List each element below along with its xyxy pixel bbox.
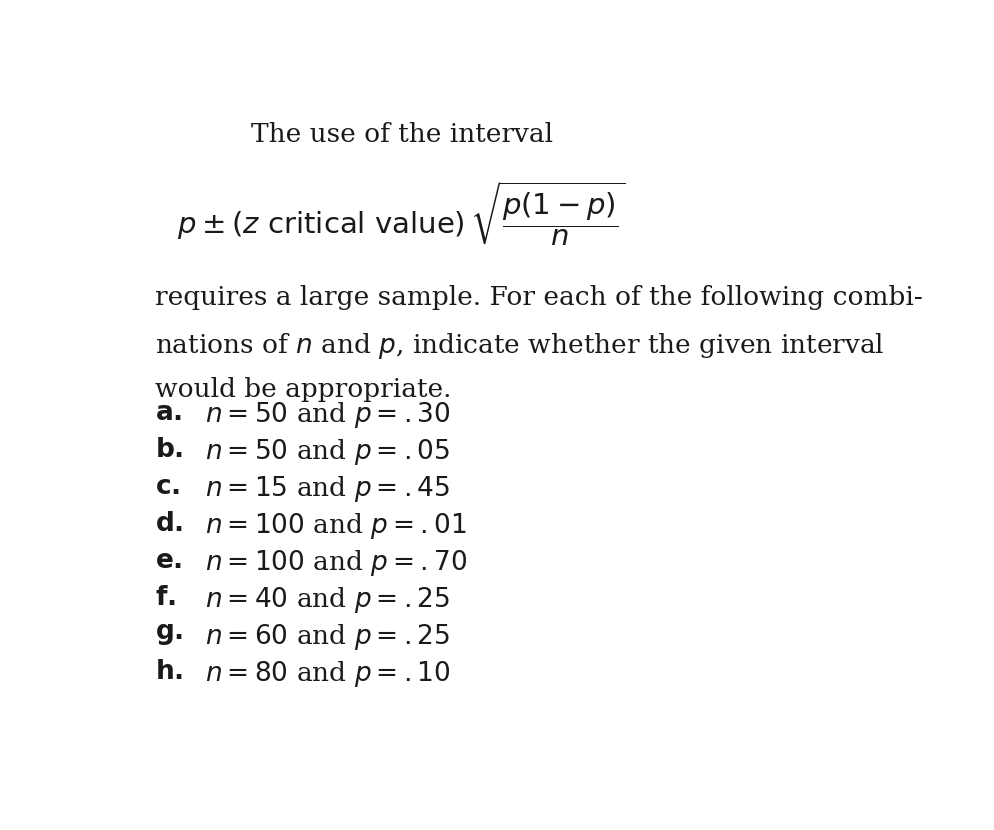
Text: $n = 40$ and $p = .25$: $n = 40$ and $p = .25$ bbox=[205, 585, 450, 615]
Text: $p \pm (z\ \mathrm{critical\ value})\,\sqrt{\dfrac{p(1-p)}{n}}$: $p \pm (z\ \mathrm{critical\ value})\,\s… bbox=[177, 179, 626, 249]
Text: $\mathbf{d.}$: $\mathbf{d.}$ bbox=[155, 511, 183, 536]
Text: $n = 15$ and $p = .45$: $n = 15$ and $p = .45$ bbox=[205, 474, 450, 504]
Text: $n = 60$ and $p = .25$: $n = 60$ and $p = .25$ bbox=[205, 622, 450, 652]
Text: $\mathbf{c.}$: $\mathbf{c.}$ bbox=[155, 474, 180, 499]
Text: $n = 100$ and $p = .01$: $n = 100$ and $p = .01$ bbox=[205, 511, 467, 541]
Text: $\mathbf{g.}$: $\mathbf{g.}$ bbox=[155, 622, 183, 647]
Text: requires a large sample. For each of the following combi-: requires a large sample. For each of the… bbox=[155, 285, 922, 310]
Text: would be appropriate.: would be appropriate. bbox=[155, 377, 451, 402]
Text: $\mathbf{b.}$: $\mathbf{b.}$ bbox=[155, 437, 183, 462]
Text: $\mathbf{a.}$: $\mathbf{a.}$ bbox=[155, 400, 182, 425]
Text: $\mathbf{f.}$: $\mathbf{f.}$ bbox=[155, 585, 176, 610]
Text: $n = 80$ and $p = .10$: $n = 80$ and $p = .10$ bbox=[205, 660, 450, 690]
Text: $n = 50$ and $p = .30$: $n = 50$ and $p = .30$ bbox=[205, 400, 450, 430]
Text: nations of $n$ and $p$, indicate whether the given interval: nations of $n$ and $p$, indicate whether… bbox=[155, 331, 885, 361]
Text: $\mathbf{h.}$: $\mathbf{h.}$ bbox=[155, 660, 183, 685]
Text: $\mathbf{e.}$: $\mathbf{e.}$ bbox=[155, 549, 182, 574]
Text: The use of the interval: The use of the interval bbox=[250, 122, 553, 147]
Text: $n = 100$ and $p = .70$: $n = 100$ and $p = .70$ bbox=[205, 549, 467, 579]
Text: $n = 50$ and $p = .05$: $n = 50$ and $p = .05$ bbox=[205, 437, 450, 467]
